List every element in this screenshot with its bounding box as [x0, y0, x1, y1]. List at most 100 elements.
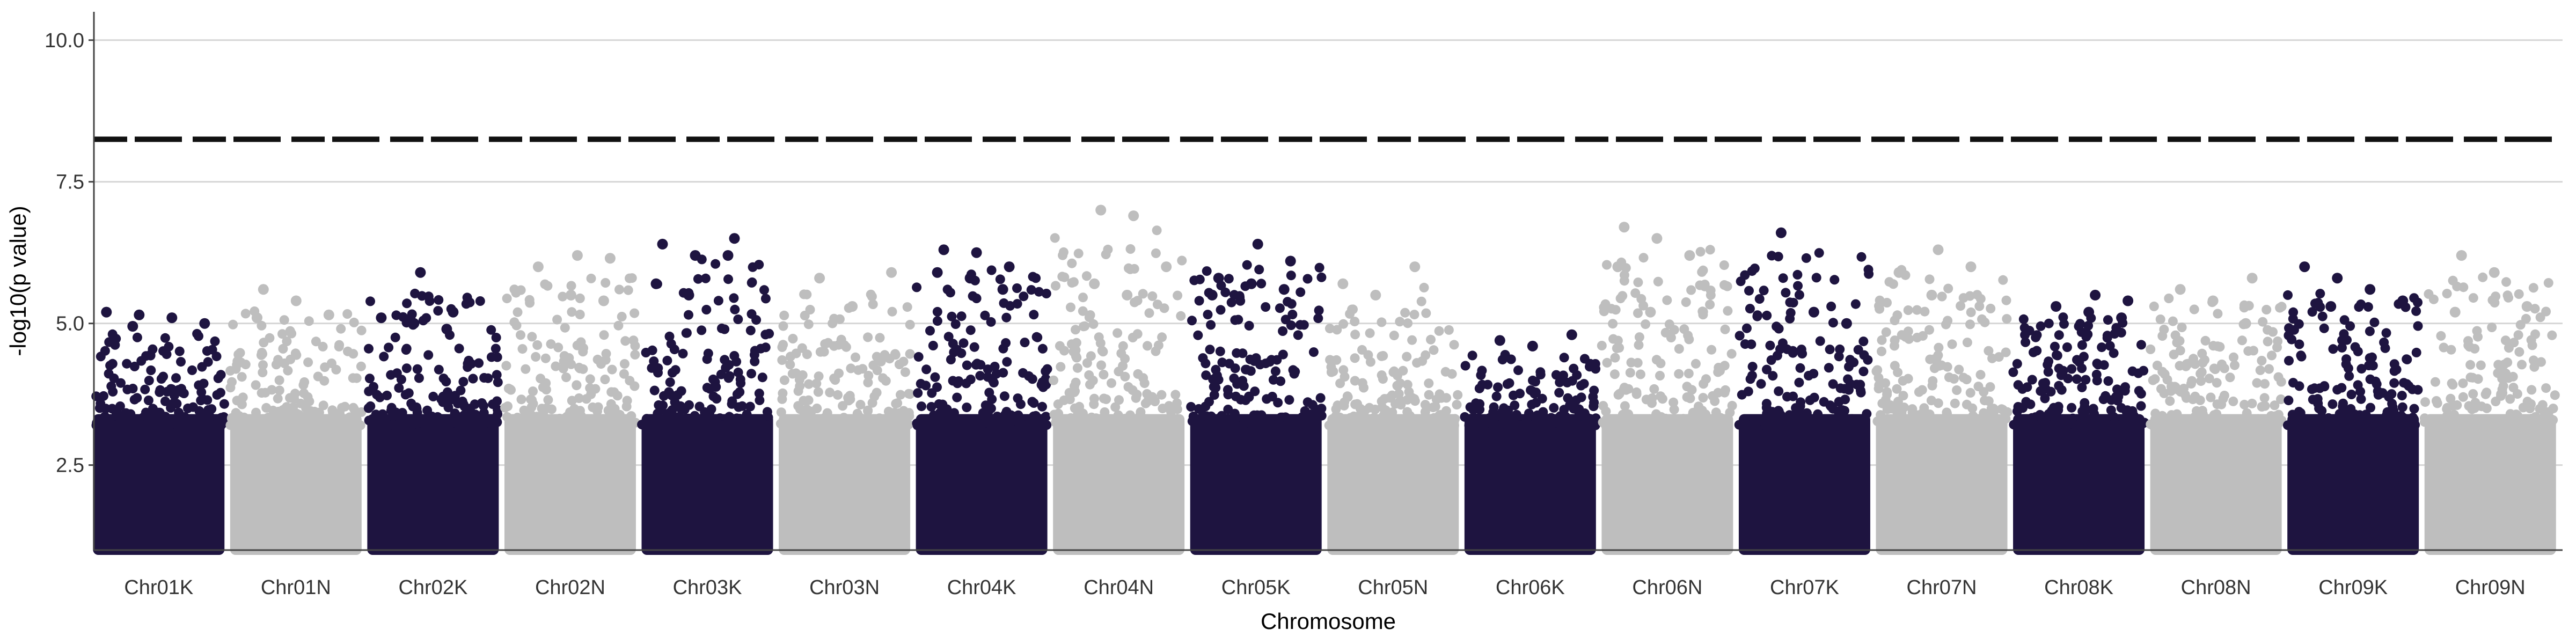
top-hit-point	[1651, 233, 1663, 244]
snp-point	[1893, 397, 1903, 407]
snp-point	[896, 390, 905, 400]
snp-point	[1903, 305, 1913, 315]
snp-point	[2103, 315, 2113, 325]
snp-point	[187, 365, 197, 375]
snp-point	[1887, 420, 1898, 430]
snp-point	[785, 352, 795, 362]
snp-point	[930, 372, 940, 382]
snp-point	[1107, 378, 1116, 388]
axes	[93, 12, 2563, 551]
snp-point	[1737, 420, 1747, 430]
snp-point	[576, 337, 586, 347]
snp-point	[1142, 389, 1152, 399]
snp-point	[735, 414, 745, 424]
snp-point	[1297, 412, 1307, 422]
snp-point	[1987, 407, 1997, 417]
snp-point	[2077, 406, 2088, 416]
snp-point	[493, 377, 503, 387]
snp-point	[724, 412, 734, 422]
snp-point	[1018, 368, 1028, 378]
snp-point	[1245, 354, 1255, 364]
point-cloud	[916, 414, 1048, 555]
snp-point	[2206, 392, 2216, 402]
snp-point	[1164, 401, 1174, 411]
snp-point	[1224, 418, 1234, 428]
snp-point	[1745, 304, 1755, 314]
snp-point	[1697, 267, 1707, 277]
snp-point	[179, 389, 189, 398]
snp-point	[492, 416, 502, 426]
top-hit-point	[2365, 284, 2376, 295]
snp-point	[1289, 420, 1299, 430]
snp-point	[985, 416, 996, 427]
snp-point	[829, 374, 839, 384]
point-cloud	[641, 414, 773, 555]
snp-point	[956, 348, 967, 358]
snp-point	[213, 373, 223, 383]
snp-point	[986, 317, 996, 327]
top-hit-point	[847, 301, 858, 312]
snp-point	[1686, 285, 1696, 295]
snp-point	[1725, 407, 1735, 418]
snp-point	[1825, 400, 1835, 411]
snp-point	[551, 361, 561, 371]
snp-point	[2471, 420, 2482, 430]
snp-point	[2409, 404, 2419, 414]
snp-point	[905, 320, 915, 330]
snp-point	[1638, 253, 1649, 263]
snp-point	[2270, 400, 2280, 411]
snp-point	[1133, 369, 1143, 379]
snp-point	[2109, 348, 2119, 358]
snp-point	[2255, 365, 2265, 375]
snp-point	[1503, 405, 1513, 415]
snp-point	[1465, 402, 1475, 412]
snp-point	[527, 332, 537, 342]
snp-point	[620, 336, 631, 346]
x-tick-label: Chr07N	[1907, 576, 1977, 599]
snp-point	[174, 346, 185, 356]
snp-point	[261, 402, 272, 413]
snp-point	[532, 340, 543, 350]
snp-point	[986, 265, 997, 275]
snp-point	[1078, 408, 1088, 419]
snp-point	[1612, 343, 1622, 353]
snp-point	[703, 348, 713, 358]
snp-point	[288, 402, 298, 412]
top-hit-point	[886, 267, 897, 278]
snp-point	[1834, 352, 1844, 362]
snp-point	[1589, 398, 1599, 408]
top-hit-point	[251, 312, 262, 324]
snp-point	[2345, 420, 2355, 430]
snp-point	[348, 373, 358, 383]
snp-point	[1363, 350, 1373, 360]
snp-point	[952, 392, 962, 402]
snp-point	[318, 400, 328, 411]
snp-point	[1087, 412, 1096, 422]
snp-point	[1195, 274, 1205, 284]
snp-point	[303, 357, 313, 368]
snp-point	[164, 342, 174, 352]
snp-point	[811, 378, 822, 389]
top-hit-point	[1161, 261, 1172, 273]
snp-point	[1986, 303, 1996, 313]
snp-point	[2291, 420, 2301, 430]
snp-point	[2506, 416, 2516, 426]
snp-point	[2072, 374, 2082, 384]
snp-point	[1601, 420, 1611, 430]
snp-point	[2528, 283, 2538, 293]
snp-point	[2146, 419, 2156, 429]
snp-point	[1377, 317, 1387, 327]
snp-point	[1977, 420, 1987, 430]
snp-point	[2260, 379, 2270, 389]
top-hit-point	[1213, 273, 1224, 284]
snp-point	[1871, 366, 1882, 376]
snp-point	[2155, 314, 2165, 324]
snp-point	[2309, 383, 2319, 393]
snp-point	[1235, 296, 1246, 306]
snp-point	[1884, 277, 1894, 287]
snp-point	[1723, 306, 1733, 316]
snp-point	[1409, 394, 1419, 404]
snp-point	[664, 331, 675, 341]
snp-point	[309, 420, 319, 430]
x-tick-label: Chr09K	[2318, 576, 2388, 599]
